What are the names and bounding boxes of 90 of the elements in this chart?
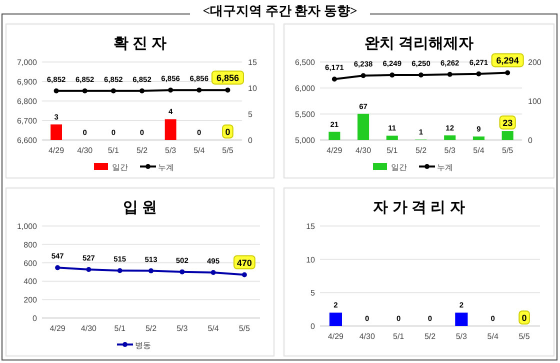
x-tick-label: 5/3: [165, 146, 177, 155]
x-tick-label: 5/2: [136, 146, 148, 155]
data-label: 0: [225, 127, 230, 137]
y-tick-label: 0: [310, 322, 316, 331]
x-tick-label: 4/30: [359, 332, 376, 341]
y-tick-label: 15: [306, 222, 316, 231]
x-tick-label: 4/30: [355, 146, 372, 155]
point: [332, 76, 337, 82]
x-tick-label: 4/29: [50, 324, 66, 333]
x-tick-label: 5/3: [456, 332, 468, 341]
data-label: 470: [236, 258, 252, 268]
y2-tick-label: 0: [528, 136, 533, 145]
y2-tick-label: 15: [248, 58, 258, 67]
x-tick-label: 5/2: [415, 146, 428, 155]
y-tick-label: 200: [24, 296, 38, 305]
bar: [358, 114, 370, 140]
x-tick-label: 5/5: [518, 332, 530, 341]
x-tick-label: 5/5: [222, 146, 234, 155]
bar: [502, 131, 514, 140]
x-tick-label: 5/2: [145, 324, 158, 333]
point: [418, 72, 424, 78]
x-tick-label: 5/2: [424, 332, 436, 341]
y2-tick-label: 100: [528, 97, 542, 106]
y-tick-label: 6,000: [294, 84, 316, 93]
y-tick-label: 800: [24, 240, 38, 250]
y-tick-label: 5,500: [294, 110, 316, 119]
y-tick-label: 6,500: [294, 58, 316, 67]
chart-title: 완치 격리해제자: [364, 35, 474, 52]
point: [86, 267, 92, 272]
y2-tick-label: 200: [528, 58, 542, 67]
x-tick-label: 5/5: [502, 146, 514, 155]
y-tick-label: 10: [306, 255, 316, 264]
x-tick-label: 5/1: [393, 332, 405, 341]
x-tick-label: 4/29: [326, 146, 343, 155]
bar: [472, 136, 484, 140]
y-tick-label: 400: [24, 277, 38, 286]
y-tick-label: 5: [310, 288, 316, 298]
point: [505, 70, 510, 76]
x-tick-label: 4/30: [80, 324, 98, 333]
x-tick-label: 5/4: [473, 146, 485, 155]
legend-label: 누계: [437, 163, 453, 172]
legend-label: 누계: [158, 163, 174, 172]
point: [476, 71, 482, 76]
y-tick-label: 6,800: [16, 97, 38, 106]
point: [55, 265, 60, 270]
point: [360, 73, 366, 78]
legend-label: 일간: [112, 163, 128, 172]
y-tick-label: 6,900: [16, 78, 38, 86]
x-tick-label: 4/30: [77, 146, 94, 155]
point: [210, 270, 216, 275]
y-tick-label: 6,600: [16, 136, 38, 145]
legend-label: 일간: [391, 163, 407, 172]
x-tick-label: 5/1: [108, 146, 120, 155]
point: [180, 269, 185, 274]
x-tick-label: 5/4: [487, 332, 499, 341]
y-tick-label: 600: [24, 258, 38, 268]
point: [148, 268, 154, 274]
y-tick-label: 5,000: [294, 136, 316, 145]
point: [117, 268, 122, 274]
point: [242, 272, 247, 278]
x-tick-label: 4/29: [48, 146, 65, 155]
y-tick-label: 7,000: [16, 58, 38, 67]
text: <대구지역 주간 환자 동향>: [202, 3, 358, 18]
y-tick-label: 1,000: [16, 222, 38, 231]
chart-title: 확 진 자: [113, 35, 167, 52]
y2-tick-label: 10: [248, 84, 258, 93]
chart-title: 자 가 격 리 자: [373, 199, 465, 216]
chart-title: 입 원: [122, 199, 158, 216]
x-tick-label: 5/3: [176, 324, 188, 333]
point: [447, 72, 452, 77]
legend-label: 병동: [135, 341, 151, 350]
bar: [328, 132, 340, 140]
x-tick-label: 5/4: [194, 146, 206, 155]
data-label: 0: [522, 313, 527, 323]
x-tick-label: 5/1: [114, 324, 126, 333]
bar: [386, 136, 398, 140]
bar: [444, 135, 456, 140]
x-tick-label: 4/29: [328, 332, 344, 341]
y2-tick-label: 5: [248, 110, 253, 119]
x-tick-label: 5/5: [238, 324, 251, 333]
data-label: 6,294: [496, 56, 519, 66]
y-tick-label: 6,700: [16, 116, 38, 126]
x-tick-label: 5/4: [208, 324, 220, 333]
y2-tick-label: 0: [248, 136, 253, 145]
x-tick-label: 5/3: [444, 146, 456, 155]
x-tick-label: 5/1: [386, 146, 398, 155]
y-tick-label: 0: [32, 314, 38, 323]
data-label: 23: [502, 118, 513, 128]
point: [390, 72, 395, 78]
data-label: 6,856: [216, 73, 239, 84]
